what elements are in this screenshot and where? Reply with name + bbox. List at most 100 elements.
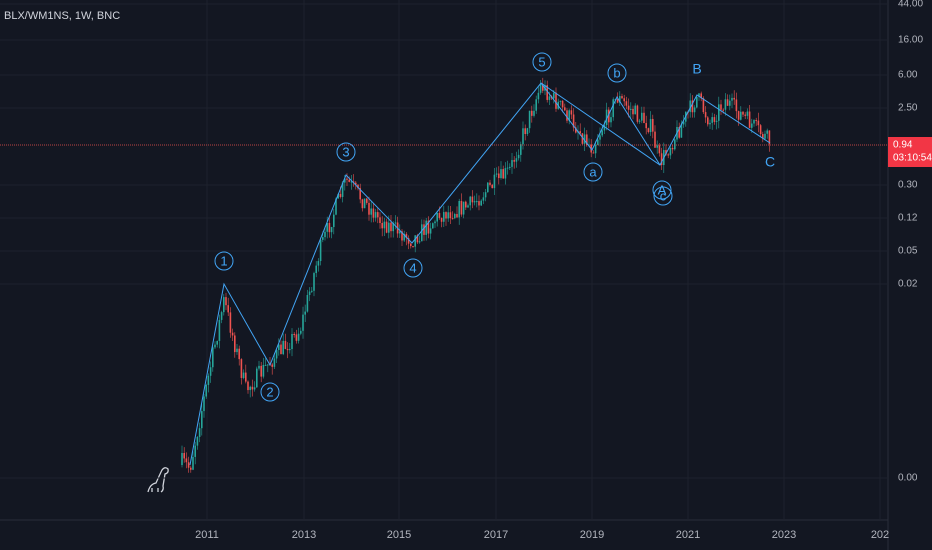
- candle: [542, 84, 544, 91]
- candle: [504, 168, 507, 179]
- candle: [759, 125, 762, 135]
- candle: [735, 99, 738, 112]
- candle: [293, 334, 295, 336]
- candle: [427, 220, 430, 234]
- candle: [753, 120, 755, 124]
- candle: [726, 99, 729, 106]
- candle: [638, 120, 641, 122]
- candle: [484, 192, 487, 198]
- dino-icon: [147, 467, 169, 493]
- candle: [511, 160, 513, 167]
- symbol-header: BLX/WM1NS, 1W, BNC: [4, 10, 120, 22]
- candle: [744, 114, 746, 116]
- wave-label: 5: [538, 54, 545, 69]
- candle: [603, 125, 606, 131]
- last-price: 0.94: [893, 140, 913, 151]
- candle: [487, 182, 489, 193]
- candle: [201, 411, 203, 429]
- candle: [559, 100, 562, 102]
- candle: [438, 213, 441, 218]
- candle: [458, 200, 460, 218]
- candle: [669, 147, 672, 156]
- price-label: 16.00: [898, 35, 923, 46]
- candle: [302, 314, 304, 331]
- candle: [344, 178, 346, 183]
- price-label: 0.00: [898, 473, 918, 484]
- candle: [267, 364, 269, 366]
- candle: [300, 330, 302, 334]
- candle: [561, 100, 564, 108]
- candle: [192, 456, 194, 470]
- price-label: 6.00: [898, 70, 918, 81]
- wave-label: c: [660, 188, 667, 203]
- candle: [348, 179, 350, 182]
- price-label: 2.50: [898, 103, 918, 114]
- candle: [531, 110, 533, 116]
- candle: [610, 117, 612, 123]
- candle: [227, 305, 229, 313]
- candle: [724, 99, 727, 110]
- candle: [656, 145, 658, 148]
- candle: [198, 428, 201, 437]
- wave-marker: [583, 162, 603, 182]
- candle: [326, 222, 328, 232]
- candle: [601, 130, 603, 136]
- candle: [333, 214, 335, 228]
- candle: [271, 364, 273, 367]
- candle: [216, 340, 218, 345]
- price-label: 0.30: [898, 180, 918, 191]
- candle: [390, 222, 392, 232]
- candle: [583, 134, 586, 144]
- wave-label: a: [589, 164, 597, 179]
- candle: [256, 368, 258, 388]
- candle: [289, 349, 291, 351]
- candle: [209, 367, 212, 376]
- candle: [207, 375, 210, 385]
- candle: [498, 173, 500, 179]
- candle: [225, 297, 227, 306]
- wave-marker: [336, 142, 356, 162]
- candle: [359, 188, 361, 200]
- candle: [751, 123, 753, 128]
- candle: [627, 105, 630, 110]
- candle: [181, 453, 183, 465]
- logo: [147, 467, 169, 493]
- candle: [436, 213, 438, 222]
- candle: [190, 467, 192, 470]
- candle: [429, 228, 432, 234]
- candle: [720, 104, 722, 110]
- candle: [245, 372, 247, 382]
- candle: [297, 333, 300, 341]
- candle: [416, 235, 419, 243]
- candle: [306, 294, 309, 312]
- candle: [592, 152, 595, 154]
- candle: [480, 200, 482, 206]
- candle: [304, 311, 306, 315]
- candle: [194, 445, 196, 457]
- candle: [467, 205, 469, 208]
- candle: [324, 231, 326, 238]
- candle: [443, 212, 445, 222]
- candle: [394, 222, 397, 224]
- candle: [665, 150, 667, 155]
- price-label: 44.00: [898, 0, 923, 10]
- price-badge: [888, 137, 932, 167]
- candle: [722, 109, 724, 111]
- candle: [462, 201, 465, 215]
- candle: [636, 105, 639, 122]
- wave-marker: [403, 258, 423, 278]
- time-label: 2011: [195, 529, 219, 541]
- candle: [564, 107, 566, 111]
- candle: [674, 139, 676, 150]
- candle: [392, 222, 394, 232]
- candle: [616, 99, 619, 103]
- candle: [357, 184, 359, 189]
- candle: [425, 220, 427, 235]
- candle: [731, 97, 733, 101]
- candle: [284, 340, 287, 349]
- price-label: 0.02: [898, 279, 918, 290]
- wave-marker: [214, 251, 234, 271]
- candle: [654, 131, 656, 148]
- candle: [341, 182, 344, 197]
- time-label: 2019: [580, 529, 604, 541]
